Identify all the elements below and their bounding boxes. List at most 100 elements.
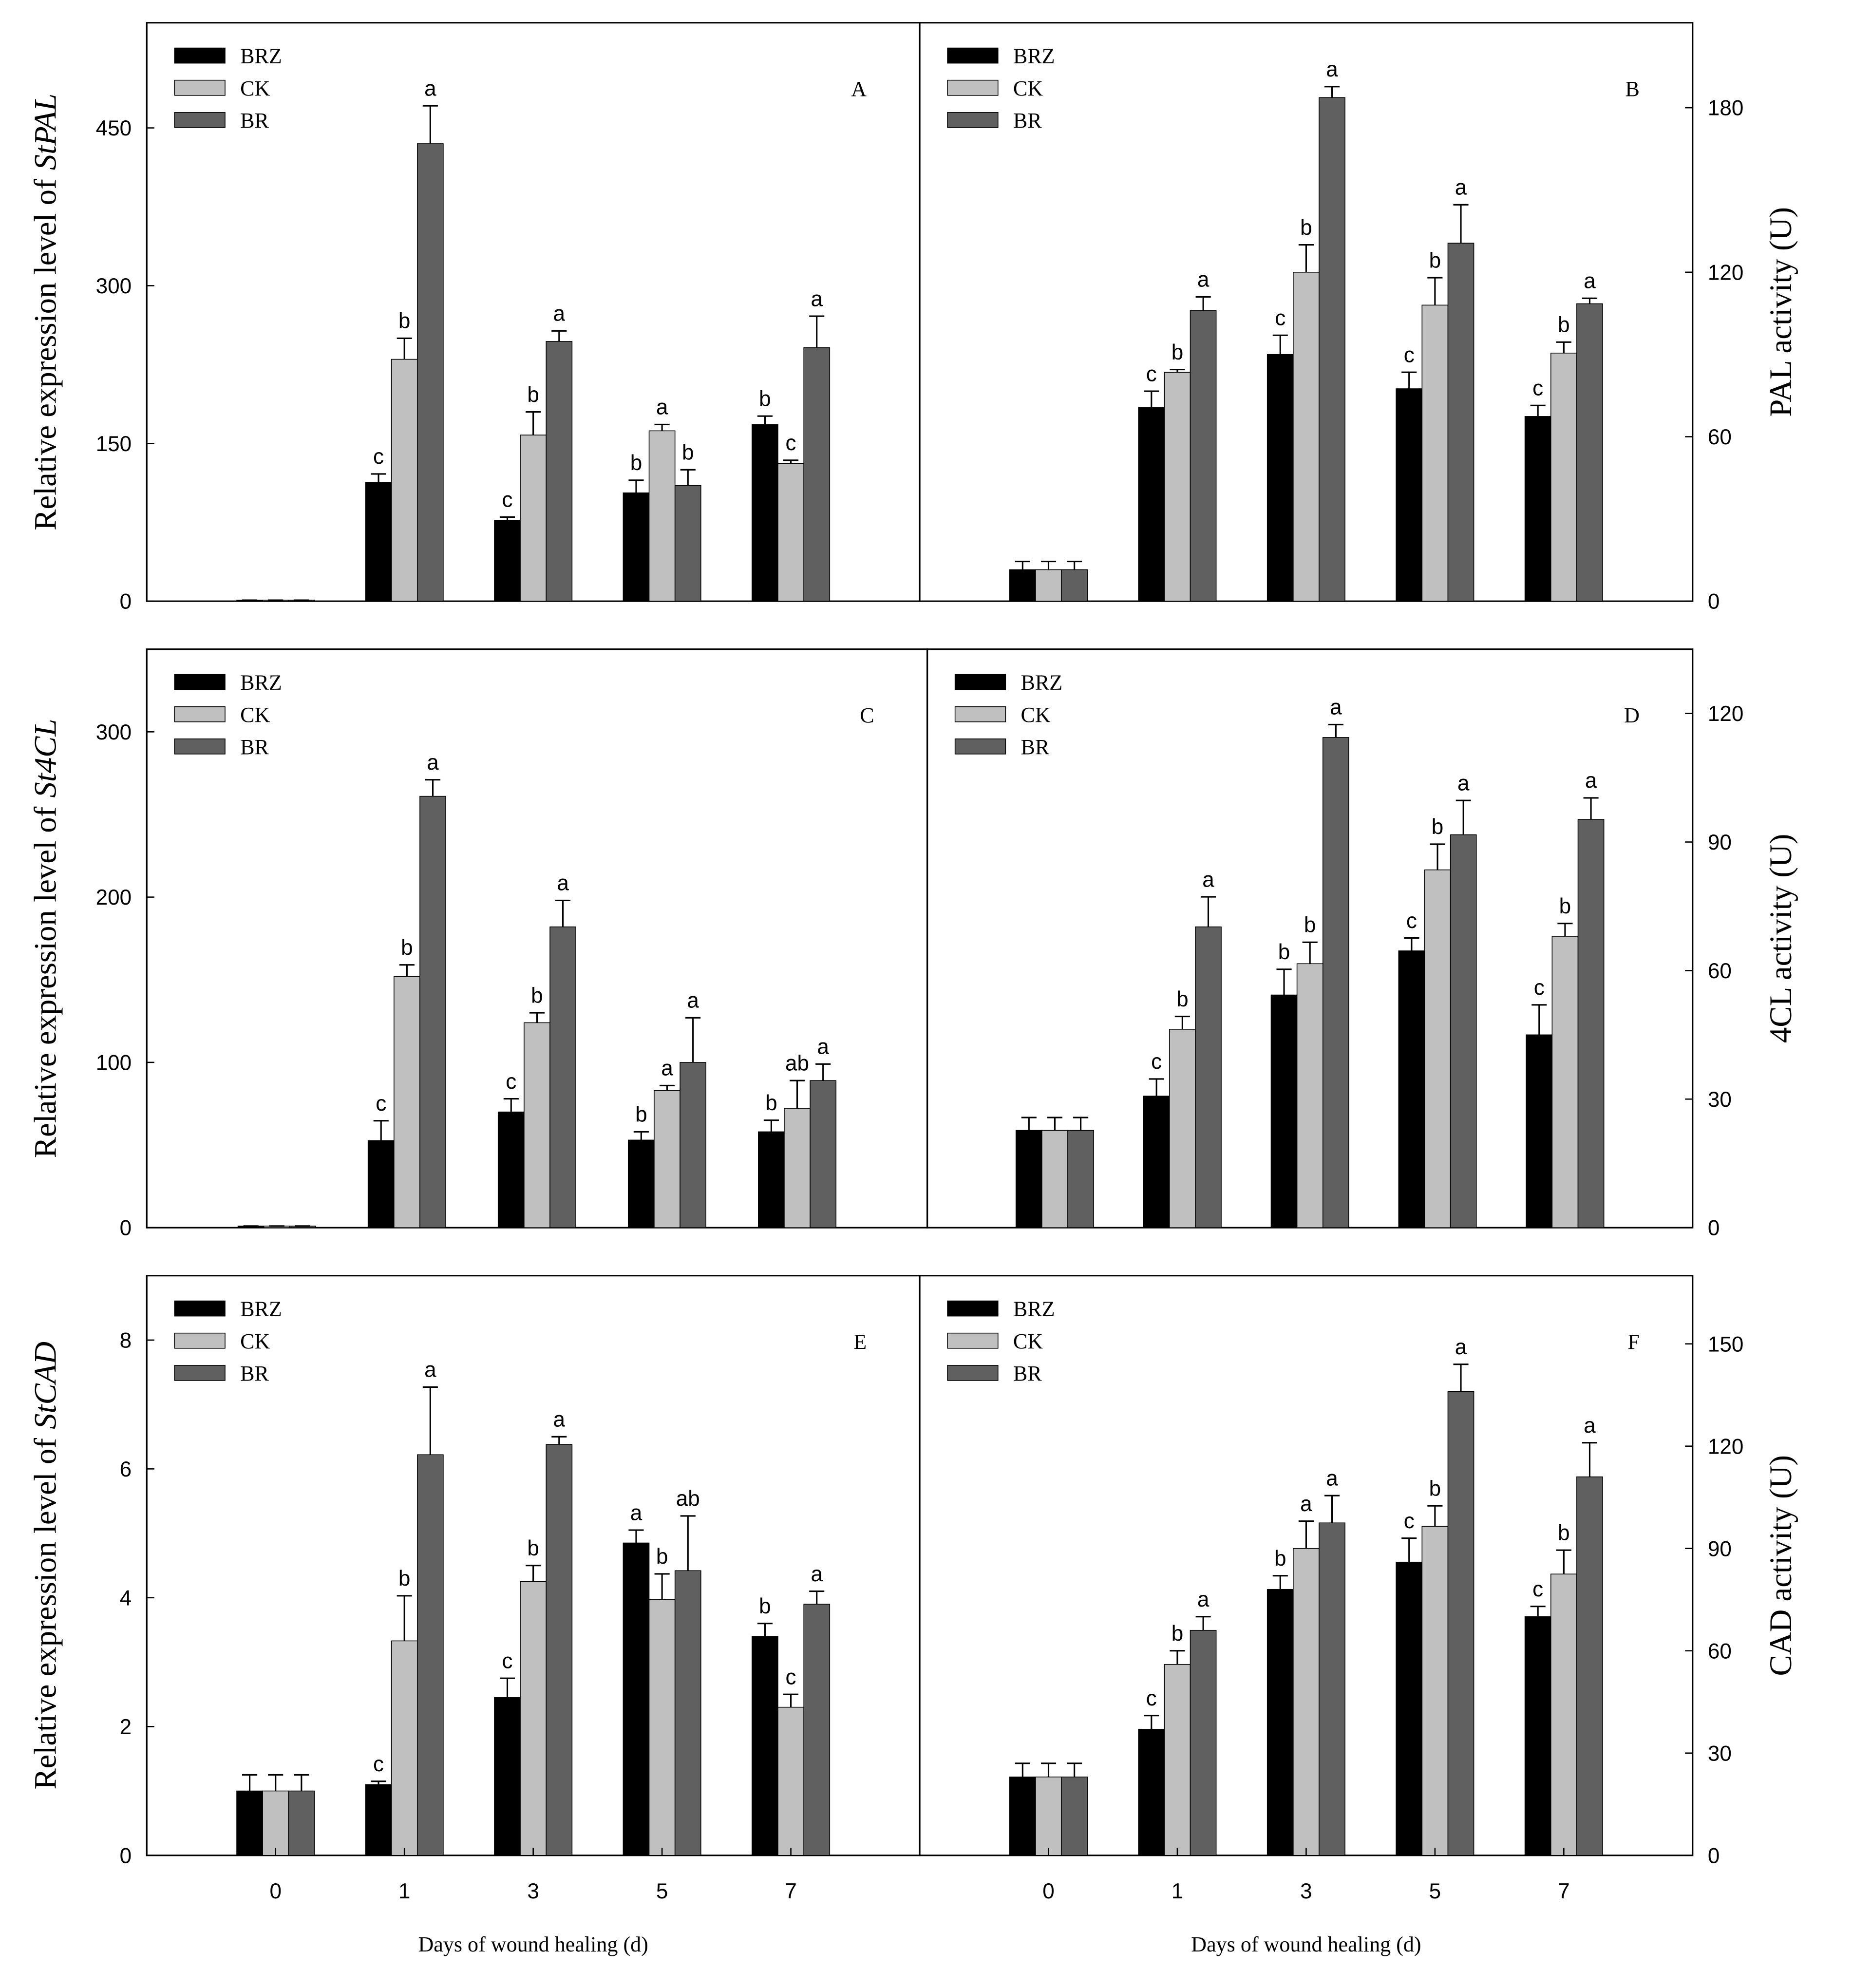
bar — [1190, 1629, 1217, 1856]
significance-letter: a — [553, 1408, 566, 1432]
y-tick-label: 8 — [120, 1328, 132, 1352]
y-axis-label-text: PAL activity (U) — [1763, 207, 1798, 417]
bar — [1138, 1728, 1165, 1856]
y-axis-label-gene: St4CL — [28, 719, 63, 798]
x-tick-label: 3 — [527, 1879, 539, 1903]
significance-letter: c — [1534, 976, 1545, 1000]
legend-label: BRZ — [240, 44, 282, 68]
bar — [520, 435, 547, 602]
error-bar — [1170, 1650, 1185, 1665]
error-bar — [628, 1529, 644, 1543]
error-bar — [526, 1565, 541, 1582]
y-axis-label-text: 4CL activity (U) — [1763, 834, 1798, 1043]
error-bar — [371, 1780, 386, 1785]
significance-letter: b — [656, 1545, 668, 1569]
bar — [391, 359, 418, 602]
error-bar — [757, 1623, 773, 1637]
x-tick-label: 5 — [1429, 1879, 1441, 1903]
y-tick-label: 60 — [1708, 425, 1732, 449]
legend-label: BR — [1020, 735, 1049, 759]
significance-letter: b — [759, 387, 771, 411]
significance-letter: c — [786, 431, 796, 455]
significance-letter: a — [1326, 1466, 1338, 1490]
error-bar — [628, 479, 644, 493]
error-bar — [680, 1515, 696, 1571]
legend-swatch — [174, 47, 226, 64]
legend-swatch — [954, 674, 1006, 690]
bar — [1447, 1391, 1474, 1856]
bar — [1577, 819, 1605, 1228]
error-bar — [1556, 341, 1571, 353]
y-tick-label: 0 — [1708, 590, 1720, 614]
bar — [654, 1090, 680, 1228]
bar — [1421, 304, 1449, 602]
legend-swatch — [174, 706, 226, 722]
legend-label: BR — [1013, 109, 1042, 133]
error-bar — [1583, 797, 1599, 819]
legend-swatch — [954, 706, 1006, 722]
error-bar — [1015, 1762, 1030, 1777]
x-tick-label: 5 — [656, 1879, 668, 1903]
significance-letter: a — [1326, 57, 1338, 81]
significance-letter: a — [1197, 1588, 1209, 1611]
y-tick-label: 120 — [1708, 1435, 1744, 1458]
significance-letter: c — [1275, 306, 1285, 330]
bar — [1061, 1776, 1088, 1856]
error-bar — [1430, 843, 1445, 870]
bar — [1015, 1130, 1042, 1228]
bar — [674, 1570, 701, 1856]
x-tick-label: 7 — [785, 1879, 797, 1903]
bar — [1447, 243, 1474, 602]
bar — [1396, 1561, 1423, 1856]
bar — [1398, 950, 1425, 1228]
bar — [623, 1542, 650, 1856]
panel-label: D — [1624, 703, 1640, 727]
error-bar — [373, 1120, 389, 1141]
panel-label: C — [860, 703, 874, 727]
error-bar — [763, 1119, 779, 1132]
error-bar — [1530, 404, 1546, 417]
significance-letter: b — [1274, 1547, 1286, 1571]
error-bar — [551, 1436, 567, 1445]
error-bar — [1021, 1117, 1037, 1131]
legend-label: BR — [240, 735, 269, 759]
significance-letter: a — [1585, 769, 1597, 793]
significance-letter: c — [1151, 1050, 1162, 1074]
bar — [365, 1784, 392, 1856]
y-axis-label: Relative expression level of St4CL — [28, 719, 63, 1158]
error-bar — [783, 1693, 799, 1707]
error-bar — [1149, 1078, 1164, 1097]
bar — [648, 1599, 676, 1856]
error-bar — [1530, 1606, 1546, 1617]
error-bar — [1040, 1762, 1057, 1777]
significance-letter: b — [398, 309, 411, 333]
bar — [1450, 834, 1477, 1228]
significance-letter: b — [1300, 216, 1312, 240]
panel-label: E — [853, 1330, 867, 1354]
legend-swatch — [947, 1332, 999, 1349]
error-bar — [526, 411, 541, 435]
y-axis-label-text: Relative expression level of — [28, 179, 63, 530]
bar — [758, 1131, 785, 1228]
significance-letter: b — [765, 1091, 777, 1115]
significance-letter: b — [1558, 313, 1570, 337]
bar — [803, 1604, 831, 1856]
bar — [1424, 869, 1451, 1228]
legend-swatch — [174, 1300, 226, 1317]
error-bar — [503, 1098, 519, 1112]
legend-swatch — [174, 674, 226, 690]
error-bar — [1174, 1015, 1190, 1029]
bar — [1396, 388, 1423, 602]
legend-label: BRZ — [240, 671, 282, 695]
y-tick-label: 150 — [1708, 1332, 1744, 1356]
significance-letter: b — [682, 441, 694, 465]
x-axis-label: Days of wound healing (d) — [418, 1932, 648, 1956]
bar — [1195, 926, 1222, 1228]
legend-label: BRZ — [1013, 44, 1055, 68]
error-bar — [815, 1063, 831, 1081]
bar — [1576, 1476, 1603, 1856]
significance-letter: b — [630, 451, 643, 475]
error-bar — [425, 779, 441, 796]
